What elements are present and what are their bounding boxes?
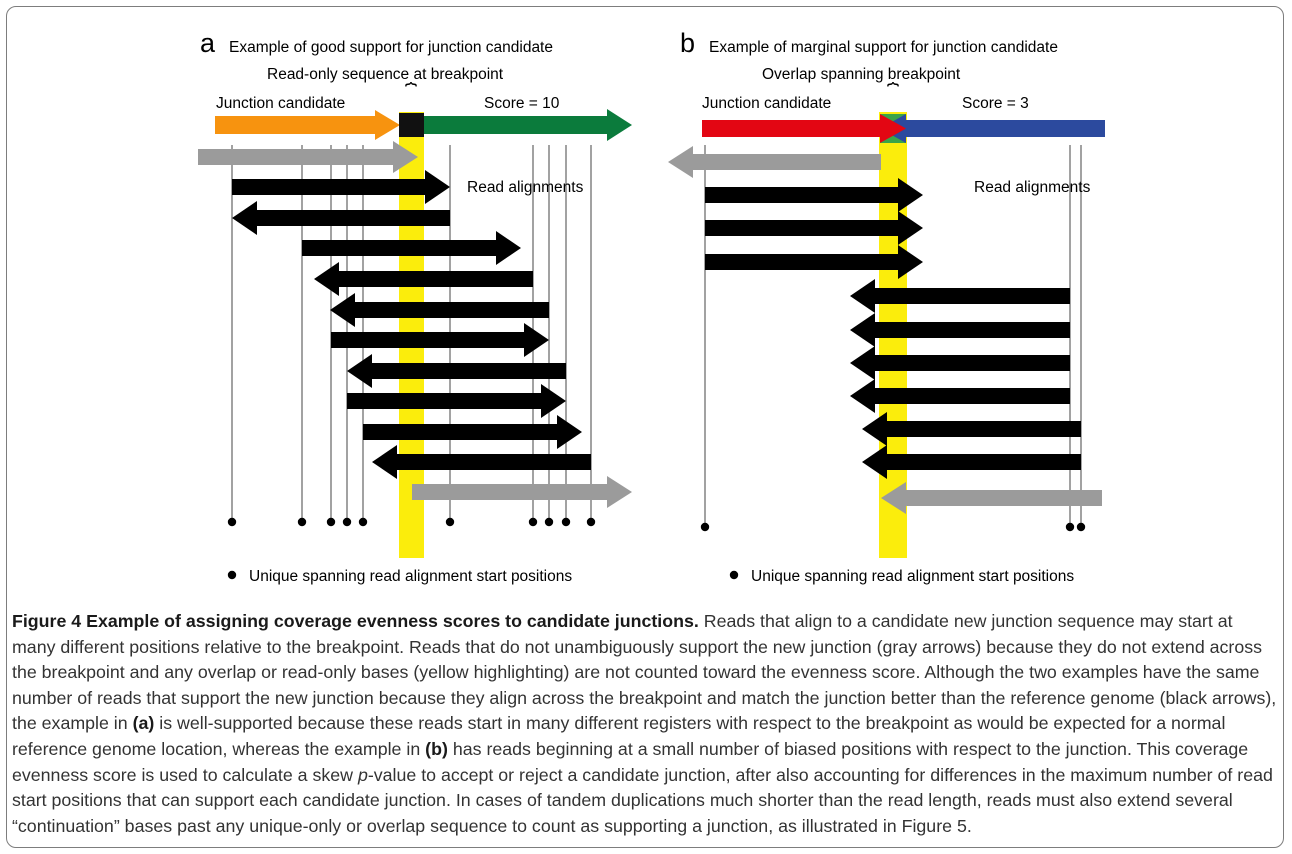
start-position-dot — [586, 517, 596, 527]
start-position-dot — [326, 517, 336, 527]
panel-title: Example of marginal support for junction… — [709, 39, 1058, 56]
caption-text: -value to accept or reject a candidate j… — [12, 764, 1273, 836]
read-arrow-supporting — [347, 354, 566, 388]
read-arrow-supporting — [331, 323, 549, 357]
legend-text: Unique spanning read alignment start pos… — [249, 568, 572, 585]
start-position-dot — [700, 522, 710, 532]
start-position-dot — [561, 517, 571, 527]
start-position-dot — [1065, 522, 1075, 532]
read-arrow-supporting — [862, 445, 1081, 479]
reads-label: Read alignments — [974, 179, 1091, 196]
read-arrow-nonsupporting — [881, 482, 1102, 514]
read-arrow-supporting — [372, 445, 591, 479]
junction-right-segment — [906, 120, 1105, 137]
candidate-label: Junction candidate — [702, 95, 831, 112]
panel-letter: b — [680, 28, 695, 58]
read-arrow-supporting — [705, 211, 923, 245]
read-arrow-supporting — [850, 279, 1070, 313]
start-position-dot — [227, 517, 237, 527]
read-only-breakpoint-block — [399, 113, 424, 137]
caption-title: Figure 4 Example of assigning coverage e… — [12, 611, 699, 631]
start-position-dot — [358, 517, 368, 527]
legend-dot — [729, 570, 739, 580]
read-arrow-supporting — [232, 201, 450, 235]
read-arrow-nonsupporting — [412, 476, 632, 508]
read-arrow-supporting — [347, 384, 566, 418]
figure-caption: Figure 4 Example of assigning coverage e… — [12, 609, 1280, 839]
read-arrow-supporting — [850, 313, 1070, 347]
start-position-dot — [342, 517, 352, 527]
reads-label: Read alignments — [467, 179, 584, 196]
panel-a: a Example of good support for junction c… — [198, 28, 632, 585]
caption-text: has reads beginning at a small number of… — [12, 738, 1249, 785]
breakpoint-label: Read-only sequence at breakpoint — [267, 66, 504, 83]
start-position-dot — [528, 517, 538, 527]
panel-title: Example of good support for junction can… — [229, 39, 553, 56]
figure-frame — [6, 6, 1284, 848]
read-arrow-supporting — [363, 415, 582, 449]
start-position-dot — [1076, 522, 1086, 532]
read-arrow-supporting — [850, 346, 1070, 380]
score-label: Score = 3 — [962, 95, 1029, 112]
panel-b: b Example of marginal support for juncti… — [668, 28, 1105, 585]
breakpoint-brace: ⏞ — [887, 81, 899, 105]
start-position-dot — [297, 517, 307, 527]
panel-letter: a — [200, 28, 216, 58]
legend-text: Unique spanning read alignment start pos… — [751, 568, 1074, 585]
read-arrow-supporting — [862, 412, 1081, 446]
overlap-block-red — [880, 114, 906, 143]
p-value-symbol: p — [357, 764, 368, 785]
read-arrow-supporting — [232, 170, 450, 204]
caption-text: Reads that align to a candidate new junc… — [12, 611, 1277, 734]
read-arrow-supporting — [705, 178, 923, 212]
panel-reference: (b) — [425, 738, 448, 759]
candidate-label: Junction candidate — [216, 95, 345, 112]
read-arrow-supporting — [302, 231, 521, 265]
legend-dot — [227, 570, 237, 580]
read-arrow-supporting — [314, 262, 533, 296]
read-arrow-nonsupporting — [198, 141, 418, 173]
junction-coverage-figure: a Example of good support for junction c… — [198, 28, 1105, 585]
junction-right-segment — [424, 109, 632, 141]
caption-text: is well-supported because these reads st… — [12, 713, 1226, 759]
read-arrow-supporting — [850, 379, 1070, 413]
start-position-dot — [544, 517, 554, 527]
read-arrow-nonsupporting — [668, 146, 881, 178]
start-position-dot — [445, 517, 455, 527]
read-arrow-supporting — [330, 293, 549, 327]
breakpoint-brace: ⏞ — [405, 81, 417, 105]
score-label: Score = 10 — [484, 95, 560, 112]
junction-left-segment — [702, 120, 880, 137]
junction-left-segment — [215, 110, 400, 140]
panel-reference: (a) — [132, 713, 155, 734]
breakpoint-label: Overlap spanning breakpoint — [762, 66, 961, 83]
read-arrow-supporting — [705, 245, 923, 279]
